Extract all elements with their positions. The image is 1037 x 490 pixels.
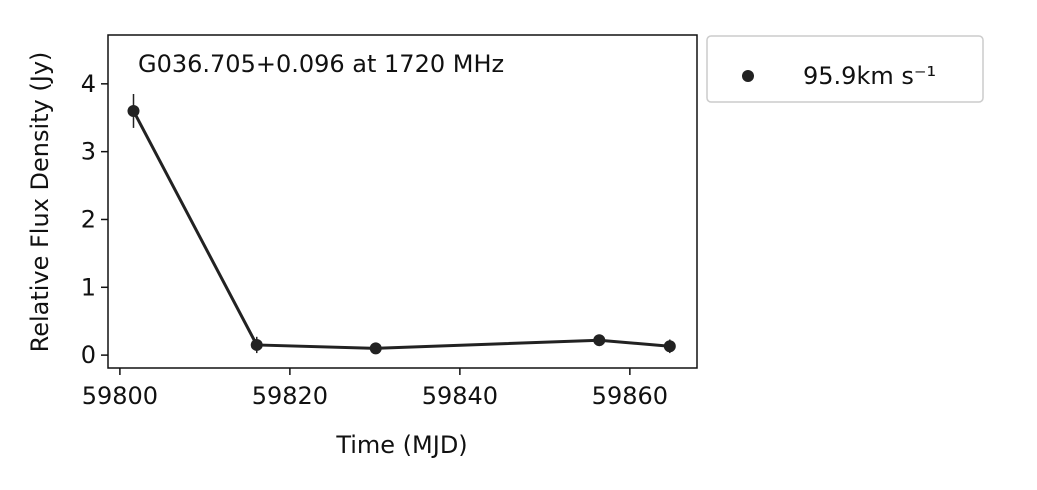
- data-point: [369, 342, 382, 355]
- data-point: [663, 340, 676, 353]
- annotation: G036.705+0.096 at 1720 MHz: [138, 50, 504, 78]
- y-tick-label: 2: [81, 205, 96, 233]
- x-tick-label: 59820: [252, 382, 328, 410]
- x-tick-label: 59860: [592, 382, 668, 410]
- legend-marker: [742, 70, 754, 82]
- y-axis-label: Relative Flux Density (Jy): [26, 52, 54, 353]
- y-tick-label: 0: [81, 341, 96, 369]
- x-axis-label: Time (MJD): [335, 431, 467, 459]
- legend: [706, 35, 984, 103]
- y-tick-label: 3: [81, 138, 96, 166]
- data-point: [127, 104, 140, 117]
- series-line: [132, 110, 670, 350]
- y-tick-label: 4: [81, 70, 96, 98]
- plot-frame: [107, 34, 698, 369]
- data-point: [593, 334, 606, 347]
- x-tick-label: 59800: [82, 382, 158, 410]
- x-tick-label: 59840: [422, 382, 498, 410]
- legend-label: 95.9km s⁻¹: [803, 62, 936, 90]
- y-tick-label: 1: [81, 273, 96, 301]
- data-point: [250, 338, 263, 351]
